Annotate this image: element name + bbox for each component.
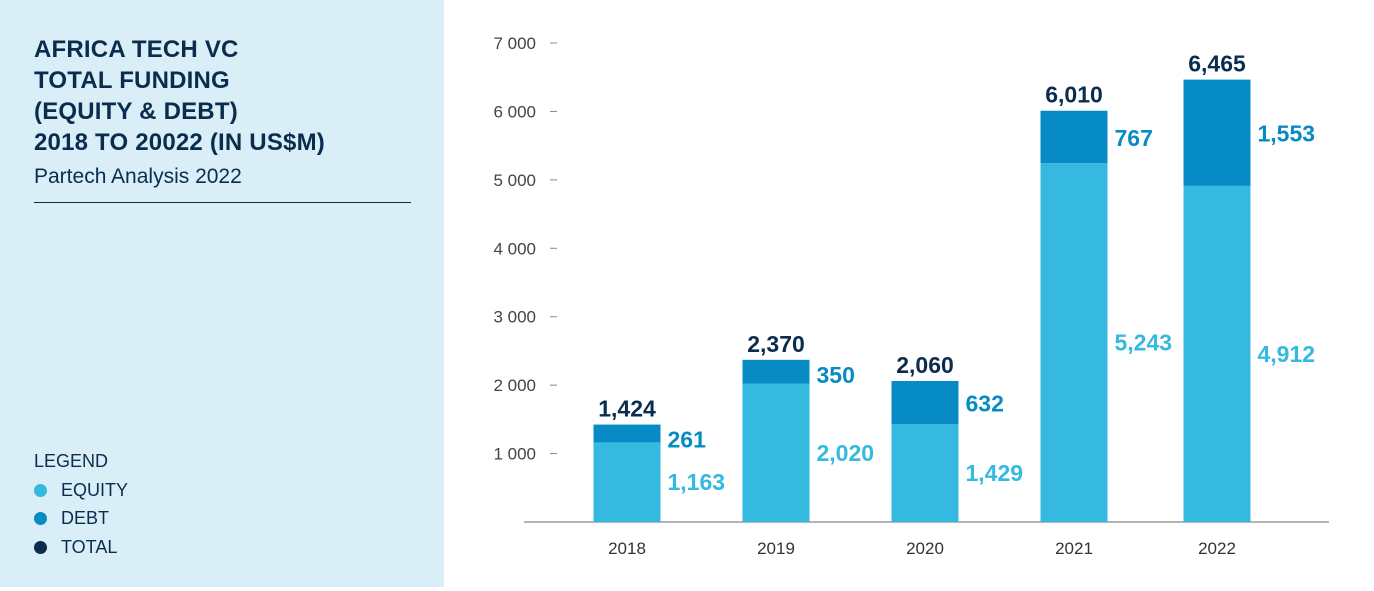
bar-debt <box>593 424 661 443</box>
legend-item-total: TOTAL <box>34 537 117 558</box>
bar-chart: 1 000 2 000 3 000 4 000 5 000 6 000 7 000 2018 1… <box>493 34 1329 558</box>
debt-label: 350 <box>817 362 855 388</box>
equity-label: 2,020 <box>817 440 875 466</box>
legend-label: EQUITY <box>61 480 129 500</box>
total-label: 2,370 <box>747 331 805 357</box>
legend-label: TOTAL <box>61 537 118 557</box>
y-tick-label: 7 000 <box>493 34 536 53</box>
y-tick-label: 1 000 <box>493 445 536 464</box>
y-tick-label: 2 000 <box>493 376 536 395</box>
total-label: 6,465 <box>1188 51 1246 77</box>
equity-label: 1,163 <box>668 469 726 495</box>
title-line: TOTAL FUNDING <box>34 67 230 94</box>
equity-dot-icon <box>34 484 47 497</box>
legend-title: LEGEND <box>34 451 109 471</box>
title-line: 2018 TO 20022 (IN US$M) <box>34 129 325 156</box>
chart-title: AFRICA TECH VC TOTAL FUNDING (EQUITY & D… <box>34 34 434 158</box>
x-tick-label: 2020 <box>906 539 944 558</box>
bar-equity <box>1040 163 1108 522</box>
legend-label: DEBT <box>61 508 110 528</box>
equity-label: 5,243 <box>1115 330 1173 356</box>
debt-label: 767 <box>1115 125 1153 151</box>
bar-equity <box>742 383 810 522</box>
bar-debt <box>1183 79 1251 186</box>
y-tick-label: 3 000 <box>493 308 536 327</box>
total-dot-icon <box>34 541 47 554</box>
debt-label: 261 <box>668 427 707 453</box>
title-line: AFRICA TECH VC <box>34 36 239 63</box>
debt-dot-icon <box>34 512 47 525</box>
total-label: 2,060 <box>896 352 954 378</box>
total-label: 6,010 <box>1045 82 1103 108</box>
legend-item-equity: EQUITY <box>34 480 128 501</box>
debt-label: 632 <box>966 391 1004 417</box>
x-tick-label: 2018 <box>608 539 646 558</box>
bar-equity <box>891 424 959 522</box>
equity-label: 1,429 <box>966 460 1024 486</box>
y-tick-label: 6 000 <box>493 102 536 121</box>
bar-debt <box>891 380 959 425</box>
x-tick-label: 2019 <box>757 539 795 558</box>
debt-label: 1,553 <box>1258 121 1316 147</box>
legend-item-debt: DEBT <box>34 508 109 529</box>
equity-label: 4,912 <box>1258 341 1316 367</box>
y-tick-label: 4 000 <box>493 239 536 258</box>
y-tick-label: 5 000 <box>493 171 536 190</box>
x-tick-label: 2021 <box>1055 539 1093 558</box>
divider <box>34 202 411 203</box>
title-line: (EQUITY & DEBT) <box>34 98 238 125</box>
x-tick-label: 2022 <box>1198 539 1236 558</box>
chart-subtitle: Partech Analysis 2022 <box>34 165 242 188</box>
sidebar-panel: AFRICA TECH VC TOTAL FUNDING (EQUITY & D… <box>0 0 444 587</box>
total-label: 1,424 <box>598 396 656 422</box>
bar-debt <box>742 359 810 384</box>
bar-equity <box>1183 185 1251 523</box>
bar-equity <box>593 442 661 522</box>
bar-debt <box>1040 110 1108 164</box>
